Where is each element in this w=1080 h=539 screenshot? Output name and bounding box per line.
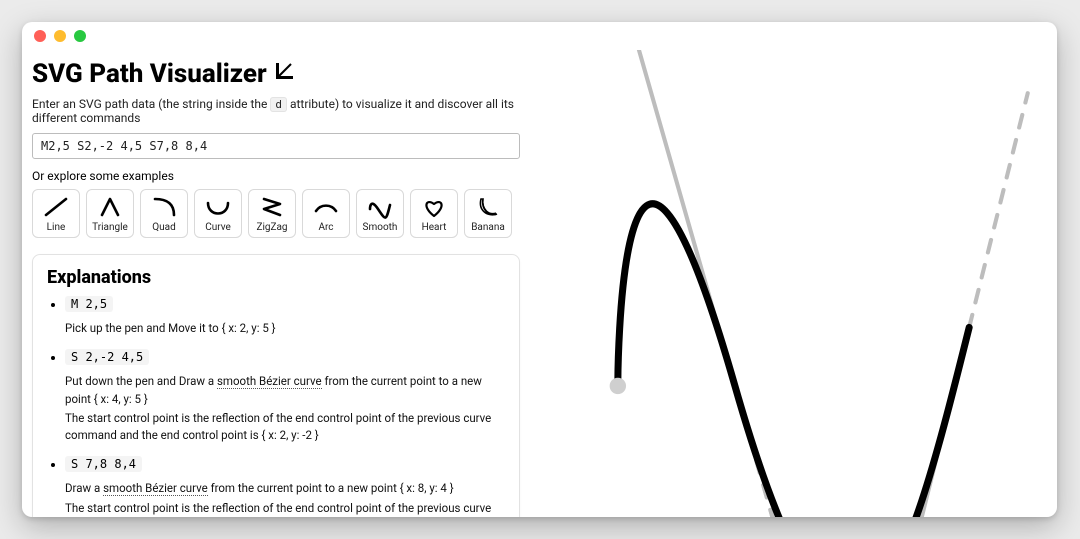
path-input[interactable] bbox=[32, 133, 520, 159]
subtitle: Enter an SVG path data (the string insid… bbox=[32, 97, 520, 125]
example-triangle[interactable]: Triangle bbox=[86, 189, 134, 238]
example-heart[interactable]: Heart bbox=[410, 189, 458, 238]
command-code: S 7,8 8,4 bbox=[65, 456, 142, 472]
command-code: M 2,5 bbox=[65, 296, 113, 312]
content-area: SVG Path Visualizer Enter an SVG path da… bbox=[22, 50, 1057, 517]
explanation-item: S 2,-2 4,5 Put down the pen and Draw a sm… bbox=[65, 349, 505, 444]
explanation-line: The start control point is the reflectio… bbox=[65, 410, 505, 445]
command-code: S 2,-2 4,5 bbox=[65, 349, 149, 365]
explanation-line: Put down the pen and Draw a smooth Bézie… bbox=[65, 373, 505, 408]
example-curve[interactable]: Curve bbox=[194, 189, 242, 238]
example-zigzag[interactable]: ZigZag bbox=[248, 189, 296, 238]
example-label: Arc bbox=[306, 222, 346, 233]
examples-row: Line Triangle Quad Curve ZigZag bbox=[32, 189, 520, 238]
example-arc[interactable]: Arc bbox=[302, 189, 350, 238]
example-label: Curve bbox=[198, 222, 238, 233]
example-label: ZigZag bbox=[252, 222, 292, 233]
maximize-dot[interactable] bbox=[74, 30, 86, 42]
example-label: Quad bbox=[144, 222, 184, 233]
minimize-dot[interactable] bbox=[54, 30, 66, 42]
ruler-icon bbox=[273, 58, 297, 89]
example-label: Smooth bbox=[360, 222, 400, 233]
examples-intro: Or explore some examples bbox=[32, 169, 520, 183]
visualizer-panel bbox=[530, 50, 1057, 517]
explanation-line: Draw a smooth Bézier curve from the curr… bbox=[65, 480, 505, 497]
visualizer-svg[interactable] bbox=[530, 50, 1057, 517]
explanation-line: Pick up the pen and Move it to { x: 2, y… bbox=[65, 320, 505, 337]
app-window: SVG Path Visualizer Enter an SVG path da… bbox=[22, 22, 1057, 517]
page-title-text: SVG Path Visualizer bbox=[32, 59, 267, 89]
explanations-list: M 2,5 Pick up the pen and Move it to { x:… bbox=[47, 296, 505, 517]
explanation-line: The start control point is the reflectio… bbox=[65, 500, 505, 518]
explanations-title: Explanations bbox=[47, 267, 505, 288]
d-attribute-code: d bbox=[270, 97, 287, 112]
example-label: Line bbox=[36, 222, 76, 233]
close-dot[interactable] bbox=[34, 30, 46, 42]
explanations-card: Explanations M 2,5 Pick up the pen and Mo… bbox=[32, 254, 520, 517]
example-label: Banana bbox=[468, 222, 508, 233]
example-label: Triangle bbox=[90, 222, 130, 233]
explanation-item: S 7,8 8,4 Draw a smooth Bézier curve from… bbox=[65, 456, 505, 517]
explanation-item: M 2,5 Pick up the pen and Move it to { x:… bbox=[65, 296, 505, 337]
example-label: Heart bbox=[414, 222, 454, 233]
page-title: SVG Path Visualizer bbox=[32, 58, 520, 89]
example-line[interactable]: Line bbox=[32, 189, 80, 238]
left-panel: SVG Path Visualizer Enter an SVG path da… bbox=[22, 50, 530, 517]
example-banana[interactable]: Banana bbox=[464, 189, 512, 238]
example-smooth[interactable]: Smooth bbox=[356, 189, 404, 238]
example-quad[interactable]: Quad bbox=[140, 189, 188, 238]
subtitle-prefix: Enter an SVG path data (the string insid… bbox=[32, 97, 270, 111]
titlebar bbox=[22, 22, 1057, 50]
